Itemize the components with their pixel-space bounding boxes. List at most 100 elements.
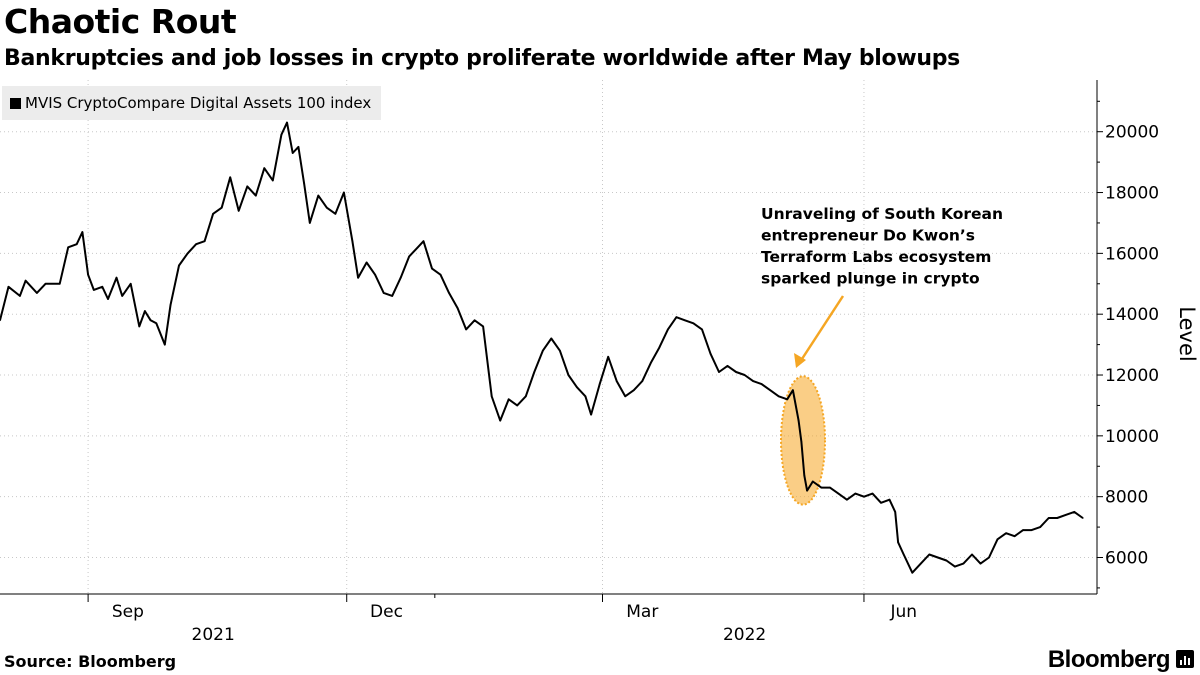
data-point bbox=[280, 133, 283, 136]
x-tick-label: Jun bbox=[889, 602, 917, 622]
x-tick-label: Dec bbox=[370, 602, 403, 622]
data-point bbox=[482, 325, 484, 328]
y-tick-label: 14000 bbox=[1105, 305, 1159, 325]
y-tick-label: 10000 bbox=[1105, 427, 1159, 447]
data-point bbox=[391, 295, 394, 297]
data-point bbox=[1005, 532, 1007, 534]
data-point bbox=[507, 398, 510, 401]
y-tick-label: 16000 bbox=[1105, 244, 1159, 264]
annotation-layer: Unraveling of South Korean entrepreneur D… bbox=[761, 205, 1003, 368]
y-tick-label: 20000 bbox=[1105, 123, 1159, 143]
data-point bbox=[684, 319, 686, 322]
data-point bbox=[317, 194, 320, 197]
x-tick-label: Sep bbox=[112, 602, 144, 622]
data-point bbox=[399, 276, 402, 279]
data-point bbox=[726, 365, 729, 367]
data-point bbox=[229, 176, 231, 179]
data-point bbox=[880, 502, 882, 504]
data-point bbox=[456, 307, 459, 309]
data-point bbox=[0, 319, 1, 322]
data-point bbox=[675, 316, 678, 319]
data-point bbox=[36, 292, 38, 294]
data-point bbox=[692, 322, 695, 325]
data-point bbox=[786, 398, 788, 401]
data-point bbox=[303, 182, 305, 185]
x-year-label: 2021 bbox=[192, 625, 235, 645]
data-point bbox=[67, 246, 69, 249]
annotation-text-line: Terraform Labs ecosystem bbox=[761, 248, 991, 266]
data-point bbox=[846, 498, 848, 501]
y-axis-title: Level bbox=[1175, 306, 1199, 361]
data-point bbox=[24, 279, 27, 282]
data-point bbox=[806, 489, 808, 492]
data-point bbox=[954, 565, 956, 568]
data-point bbox=[735, 371, 737, 373]
annotation-arrow bbox=[798, 295, 845, 363]
data-point bbox=[291, 152, 294, 154]
data-point bbox=[1030, 529, 1033, 531]
data-point bbox=[1064, 514, 1067, 516]
data-point bbox=[777, 395, 780, 398]
data-point bbox=[155, 322, 158, 325]
data-point bbox=[499, 419, 502, 422]
data-point bbox=[309, 222, 311, 224]
data-point bbox=[382, 292, 385, 294]
data-point bbox=[792, 389, 794, 392]
data-point bbox=[743, 374, 746, 376]
annotation-text-line: sparked plunge in crypto bbox=[761, 270, 980, 288]
data-point bbox=[44, 283, 47, 285]
data-point bbox=[220, 206, 223, 209]
data-point bbox=[87, 273, 89, 276]
x-tick-label: Mar bbox=[626, 602, 658, 622]
data-point bbox=[246, 185, 249, 188]
y-tick-label: 12000 bbox=[1105, 366, 1159, 386]
data-point bbox=[584, 395, 587, 398]
data-point bbox=[752, 380, 754, 382]
data-point bbox=[658, 346, 661, 349]
data-point bbox=[1056, 517, 1058, 519]
data-point bbox=[417, 246, 419, 249]
data-point bbox=[448, 292, 450, 294]
data-point bbox=[641, 380, 644, 382]
annotation-text-line: Unraveling of South Korean bbox=[761, 205, 1003, 223]
data-point bbox=[920, 562, 922, 565]
data-point bbox=[164, 343, 166, 346]
data-point bbox=[129, 283, 132, 285]
data-point bbox=[979, 562, 982, 565]
data-point bbox=[937, 556, 939, 559]
y-tick-label: 8000 bbox=[1105, 488, 1148, 508]
data-point bbox=[820, 486, 823, 489]
data-point bbox=[797, 419, 800, 422]
data-point bbox=[667, 328, 669, 331]
data-point bbox=[615, 380, 618, 382]
data-point bbox=[633, 389, 635, 392]
data-point bbox=[897, 541, 899, 544]
data-point bbox=[650, 362, 652, 364]
data-point bbox=[263, 167, 266, 169]
data-point bbox=[533, 371, 536, 373]
brand-logo: Bloomberg bbox=[1047, 646, 1171, 673]
data-point bbox=[75, 243, 78, 245]
data-point bbox=[760, 383, 763, 385]
data-point bbox=[701, 328, 703, 331]
data-point bbox=[107, 298, 109, 300]
annotation-arrowhead bbox=[794, 353, 806, 368]
data-point bbox=[237, 210, 240, 212]
data-point bbox=[550, 337, 553, 340]
data-point bbox=[203, 240, 206, 242]
data-point bbox=[1022, 529, 1024, 531]
axes: 6000 8000 10000 12000 14000 16000 18000 20000 Se… bbox=[0, 80, 1199, 645]
data-point bbox=[195, 243, 197, 245]
data-point bbox=[297, 146, 300, 148]
data-point bbox=[996, 538, 999, 541]
data-point bbox=[286, 121, 288, 124]
data-point bbox=[871, 492, 874, 495]
data-point bbox=[863, 495, 865, 498]
data-point bbox=[988, 556, 990, 559]
data-point bbox=[408, 255, 411, 258]
data-point bbox=[7, 286, 10, 288]
data-point bbox=[326, 206, 328, 209]
bloomberg-chart-icon bbox=[1176, 650, 1194, 668]
data-point bbox=[812, 480, 814, 483]
data-point bbox=[115, 276, 118, 279]
